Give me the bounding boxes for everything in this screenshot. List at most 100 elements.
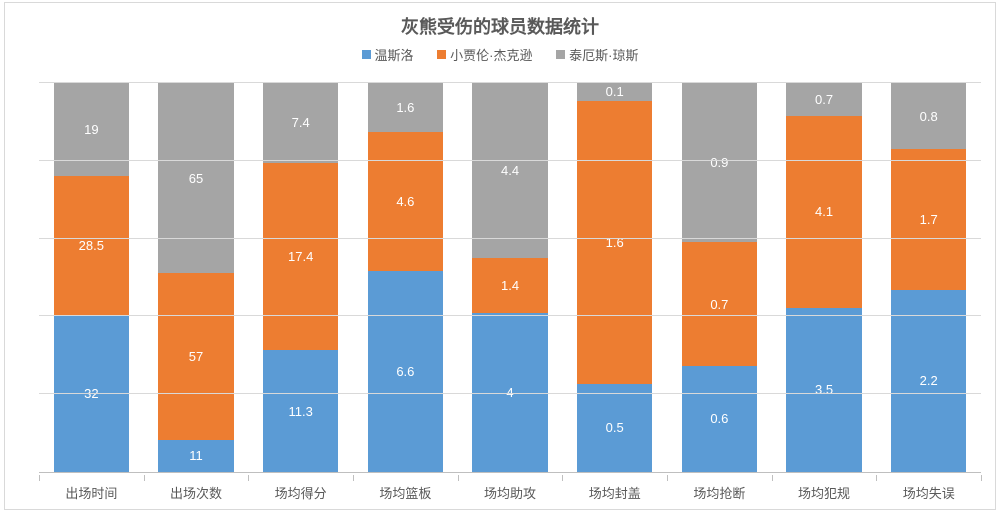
x-axis-label: 场均封盖 (562, 475, 667, 509)
x-axis-label: 场均得分 (248, 475, 353, 509)
bar-value-label: 0.1 (606, 84, 624, 99)
bar: 11.3 17.4 7.4 (263, 83, 338, 472)
bar-segment: 65 (158, 83, 233, 273)
x-axis-label: 场均失误 (876, 475, 981, 509)
bar-value-label: 1.6 (396, 100, 414, 115)
x-tick (562, 475, 563, 481)
bar-value-label: 0.8 (920, 109, 938, 124)
bar-segment: 0.5 (577, 384, 652, 472)
legend-label-2: 泰厄斯·琼斯 (569, 45, 638, 64)
bar-value-label: 7.4 (292, 115, 310, 130)
x-tick (248, 475, 249, 481)
bar-segment: 4.4 (472, 83, 547, 258)
bar-segment: 0.1 (577, 83, 652, 101)
legend: 温斯洛 小贾伦·杰克逊 泰厄斯·琼斯 (5, 45, 995, 64)
bar-value-label: 2.2 (920, 373, 938, 388)
bar-segment: 0.6 (682, 366, 757, 472)
bar-segment: 1.4 (472, 258, 547, 314)
x-tick (876, 475, 877, 481)
bar-value-label: 6.6 (396, 364, 414, 379)
bar-slot: 11.3 17.4 7.4 (248, 83, 353, 472)
bar-value-label: 19 (84, 122, 98, 137)
bar-segment: 11.3 (263, 350, 338, 472)
plot-area: 3228.51911576511.317.47.46.64.61.641.44.… (39, 83, 981, 473)
bar-segment: 19 (54, 83, 129, 176)
bar: 2.2 1.7 0.8 (891, 83, 966, 472)
bar-value-label: 17.4 (288, 249, 313, 264)
x-axis-label: 出场次数 (144, 475, 249, 509)
x-axis-label: 出场时间 (39, 475, 144, 509)
bar-value-label: 0.5 (606, 420, 624, 435)
bar: 3.5 4.1 0.7 (786, 83, 861, 472)
bar-value-label: 1.4 (501, 278, 519, 293)
bar-value-label: 0.9 (710, 155, 728, 170)
bar-segment: 28.5 (54, 176, 129, 315)
x-axis: 出场时间出场次数场均得分场均篮板场均助攻场均封盖场均抢断场均犯规场均失误 (39, 475, 981, 509)
bar-value-label: 0.6 (710, 411, 728, 426)
bar-value-label: 11 (189, 448, 203, 463)
bar-value-label: 4.4 (501, 163, 519, 178)
bar-value-label: 4.6 (396, 194, 414, 209)
bar: 6.6 4.6 1.6 (368, 83, 443, 472)
bar: 3228.519 (54, 83, 129, 472)
legend-swatch-1 (437, 50, 446, 59)
x-tick (458, 475, 459, 481)
bar-value-label: 0.7 (710, 297, 728, 312)
x-tick (353, 475, 354, 481)
bar-segment: 1.6 (577, 101, 652, 384)
bar-segment: 57 (158, 273, 233, 440)
bar-segment: 11 (158, 440, 233, 472)
x-axis-label: 场均抢断 (667, 475, 772, 509)
bar-value-label: 57 (189, 349, 203, 364)
x-tick (981, 475, 982, 481)
bar-segment: 3.5 (786, 308, 861, 472)
bar-value-label: 28.5 (79, 238, 104, 253)
bar-segment: 6.6 (368, 271, 443, 472)
gridline (39, 393, 981, 394)
bar-segment: 0.8 (891, 83, 966, 149)
bar-segment: 7.4 (263, 83, 338, 163)
bar-segment: 0.7 (682, 242, 757, 366)
bar-slot: 41.44.4 (458, 83, 563, 472)
bar-segment: 1.6 (368, 83, 443, 132)
bar-value-label: 0.7 (815, 92, 833, 107)
bar-slot: 3228.519 (39, 83, 144, 472)
x-tick (144, 475, 145, 481)
bar-segment: 0.7 (786, 83, 861, 116)
legend-swatch-0 (362, 50, 371, 59)
bars: 3228.51911576511.317.47.46.64.61.641.44.… (39, 83, 981, 472)
legend-item-0: 温斯洛 (362, 45, 414, 64)
bar: 0.6 0.7 0.9 (682, 83, 757, 472)
legend-item-2: 泰厄斯·琼斯 (556, 45, 638, 64)
bar-slot: 3.5 4.1 0.7 (772, 83, 877, 472)
bar-slot: 0.6 0.7 0.9 (667, 83, 772, 472)
chart-container: 灰熊受伤的球员数据统计 温斯洛 小贾伦·杰克逊 泰厄斯·琼斯 3228.5191… (4, 2, 996, 510)
legend-label-1: 小贾伦·杰克逊 (450, 45, 532, 64)
legend-swatch-2 (556, 50, 565, 59)
bar-slot: 6.6 4.6 1.6 (353, 83, 458, 472)
gridline (39, 160, 981, 161)
bar-segment: 4.1 (786, 116, 861, 308)
bar-value-label: 4.1 (815, 204, 833, 219)
x-tick (667, 475, 668, 481)
bar-segment: 4.6 (368, 132, 443, 272)
bar-value-label: 65 (189, 171, 203, 186)
bar-slot: 2.2 1.7 0.8 (876, 83, 981, 472)
bar-value-label: 1.7 (920, 212, 938, 227)
bar-segment: 0.9 (682, 83, 757, 242)
bar-value-label: 3.5 (815, 382, 833, 397)
legend-item-1: 小贾伦·杰克逊 (437, 45, 532, 64)
bar-segment: 1.7 (891, 149, 966, 290)
gridline (39, 315, 981, 316)
bar-segment: 2.2 (891, 290, 966, 472)
bar-slot: 0.5 1.6 0.1 (562, 83, 667, 472)
gridline (39, 82, 981, 83)
gridline (39, 238, 981, 239)
x-tick (772, 475, 773, 481)
x-axis-label: 场均助攻 (458, 475, 563, 509)
chart-title: 灰熊受伤的球员数据统计 (5, 3, 995, 39)
bar-value-label: 11.3 (289, 404, 313, 419)
bar: 11 57 65 (158, 83, 233, 472)
bar-segment: 17.4 (263, 163, 338, 350)
x-axis-label: 场均犯规 (772, 475, 877, 509)
